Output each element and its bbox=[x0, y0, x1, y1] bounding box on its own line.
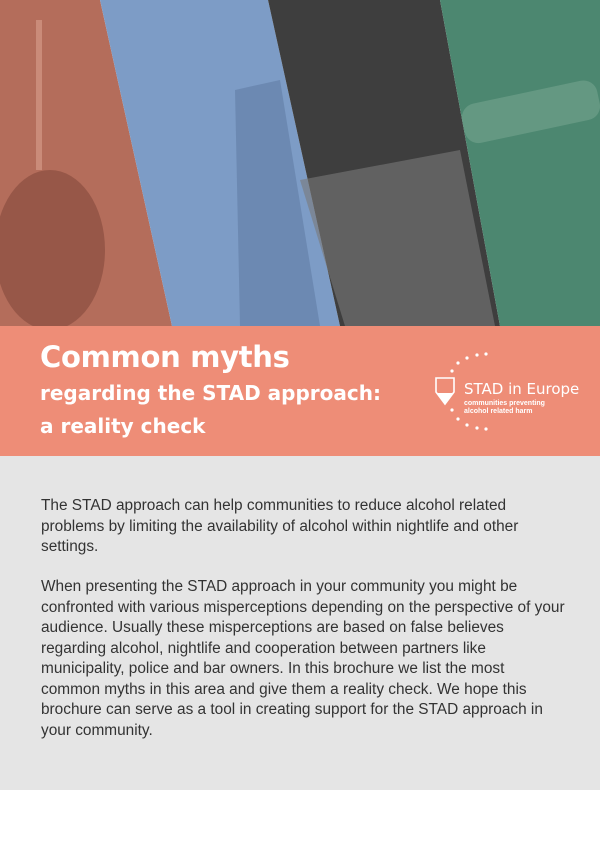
intro-paragraph: When presenting the STAD approach in you… bbox=[41, 578, 565, 739]
page-subtitle-line2: a reality check bbox=[40, 414, 206, 438]
wine-glass-shape bbox=[0, 170, 105, 326]
intro-paragraph: The STAD approach can help communities t… bbox=[41, 497, 519, 555]
title-banner: Common myths regarding the STAD approach… bbox=[0, 326, 600, 456]
logo-name: STAD in Europe bbox=[464, 380, 580, 398]
intro-section: The STAD approach can help communities t… bbox=[0, 456, 600, 790]
wine-glass-stars-icon bbox=[435, 352, 488, 431]
header-photo-collage bbox=[0, 0, 600, 326]
page-subtitle-line1: regarding the STAD approach: bbox=[40, 381, 381, 405]
stad-logo: STAD in Europe communities preventing al… bbox=[428, 348, 588, 438]
page-title: Common myths bbox=[40, 340, 290, 374]
bottle-grass-photo-panel bbox=[440, 0, 600, 326]
logo-tagline: alcohol related harm bbox=[464, 408, 533, 415]
logo-tagline: communities preventing bbox=[464, 400, 545, 407]
